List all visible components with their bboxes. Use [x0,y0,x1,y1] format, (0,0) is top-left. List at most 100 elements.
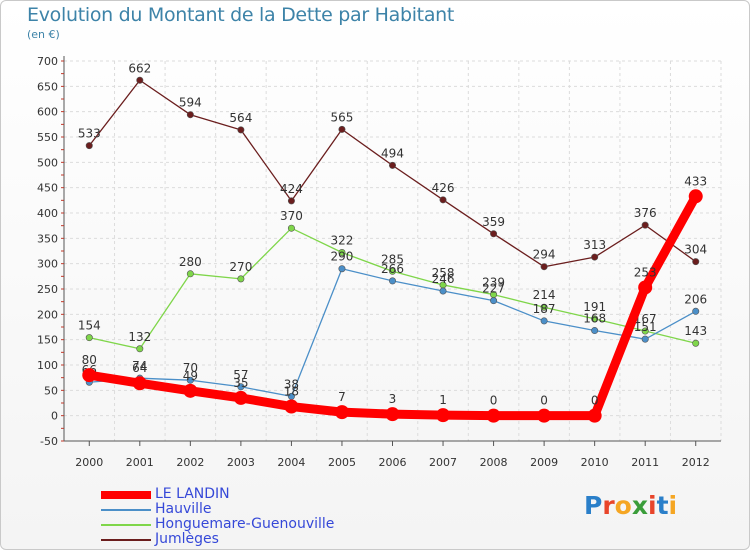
data-label-hauville: 57 [233,368,248,382]
legend-label-honguemare-guenouville: Honguemare-Guenouville [155,516,335,532]
data-point-jumleges [186,111,194,119]
data-label-hauville: 206 [684,292,707,306]
chart-title: Evolution du Montant de la Dette par Hab… [27,4,455,26]
legend-swatch-jumieges [101,539,151,541]
data-label-honguemare-guenouville: 270 [229,260,252,274]
data-label-le-landin: 1 [439,393,447,407]
data-point-honguemare-guenouville [641,327,649,335]
data-label-hauville: 151 [634,320,657,334]
y-tick-label: 450 [37,182,58,195]
line-chart: -500501001502002503003504004505005506006… [37,55,722,469]
data-label-le-landin: 0 [490,394,498,408]
data-point-le-landin [385,407,400,422]
data-label-le-landin: 0 [540,394,548,408]
data-label-le-landin: 3 [389,392,397,406]
data-label-jumleges: 424 [280,182,303,196]
data-point-le-landin [233,390,248,405]
data-label-hauville: 246 [432,272,455,286]
data-label-jumleges: 359 [482,215,505,229]
y-tick-label: 0 [51,410,58,423]
x-tick-label: 2003 [227,456,255,469]
data-label-honguemare-guenouville: 370 [280,209,303,223]
data-point-hauville [237,383,245,391]
proxiti-logo: Proxiti [584,491,677,520]
data-point-le-landin [688,189,703,204]
data-label-honguemare-guenouville: 322 [331,234,354,248]
data-point-hauville [388,277,396,285]
data-point-honguemare-guenouville [237,275,245,283]
data-label-le-landin: 433 [684,174,707,188]
x-tick-label: 2007 [429,456,457,469]
data-label-le-landin: 18 [284,385,299,399]
data-label-jumleges: 494 [381,146,404,160]
logo-letter: t [656,491,669,520]
legend-label-hauville: Hauville [155,501,212,517]
data-point-le-landin [638,280,653,295]
data-label-jumleges: 426 [432,181,455,195]
data-point-jumleges [388,161,396,169]
legend-label-jumieges: Jumlèges [155,531,219,547]
y-tick-label: 550 [37,131,58,144]
data-label-honguemare-guenouville: 280 [179,255,202,269]
data-label-honguemare-guenouville: 154 [78,319,101,333]
x-tick-label: 2000 [75,456,103,469]
data-point-hauville [591,327,599,335]
data-label-le-landin: 7 [338,390,346,404]
y-tick-label: 350 [37,232,58,245]
data-point-honguemare-guenouville [287,224,295,232]
y-tick-label: 600 [37,106,58,119]
x-tick-label: 2012 [682,456,710,469]
data-point-honguemare-guenouville [388,267,396,275]
data-point-honguemare-guenouville [338,249,346,257]
x-tick-label: 2002 [176,456,204,469]
data-label-honguemare-guenouville: 167 [634,312,657,326]
data-label-le-landin: 253 [634,265,657,279]
data-label-jumleges: 594 [179,96,202,110]
data-point-le-landin [284,399,299,414]
y-tick-label: -50 [40,435,58,448]
data-label-honguemare-guenouville: 132 [128,330,151,344]
logo-letter: r [602,491,615,520]
logo-letter: i [668,491,678,520]
data-point-hauville [439,287,447,295]
data-label-hauville: 38 [284,377,299,391]
legend-swatch-honguemare-guenouville [101,524,151,526]
data-label-le-landin: 64 [132,361,147,375]
y-tick-label: 650 [37,80,58,93]
logo-letter: o [614,491,632,520]
data-point-le-landin [486,408,501,423]
data-point-hauville [338,265,346,273]
data-label-hauville: 70 [183,361,198,375]
data-point-honguemare-guenouville [186,270,194,278]
data-point-le-landin [183,383,198,398]
data-label-jumleges: 565 [331,110,354,124]
data-point-le-landin [82,368,97,383]
y-tick-label: 100 [37,359,58,372]
logo-letter: i [648,491,657,520]
data-point-jumleges [692,258,700,266]
y-tick-label: 400 [37,207,58,220]
data-point-jumleges [591,253,599,261]
data-point-jumleges [136,76,144,84]
data-point-le-landin [334,405,349,420]
data-point-hauville [692,307,700,315]
data-point-jumleges [641,221,649,229]
data-label-honguemare-guenouville: 191 [583,300,606,314]
data-point-jumleges [540,263,548,271]
x-tick-label: 2005 [328,456,356,469]
x-tick-label: 2011 [631,456,659,469]
x-tick-label: 2008 [480,456,508,469]
data-label-honguemare-guenouville: 285 [381,252,404,266]
data-point-jumleges [85,142,93,150]
data-label-hauville: 266 [381,262,404,276]
data-point-jumleges [338,125,346,133]
data-point-honguemare-guenouville [591,315,599,323]
data-label-jumleges: 304 [684,243,707,257]
data-label-hauville: 227 [482,282,505,296]
data-label-hauville: 187 [533,302,556,316]
y-tick-label: 200 [37,308,58,321]
data-label-le-landin: 80 [82,353,97,367]
data-point-honguemare-guenouville [540,303,548,311]
data-point-le-landin [537,408,552,423]
